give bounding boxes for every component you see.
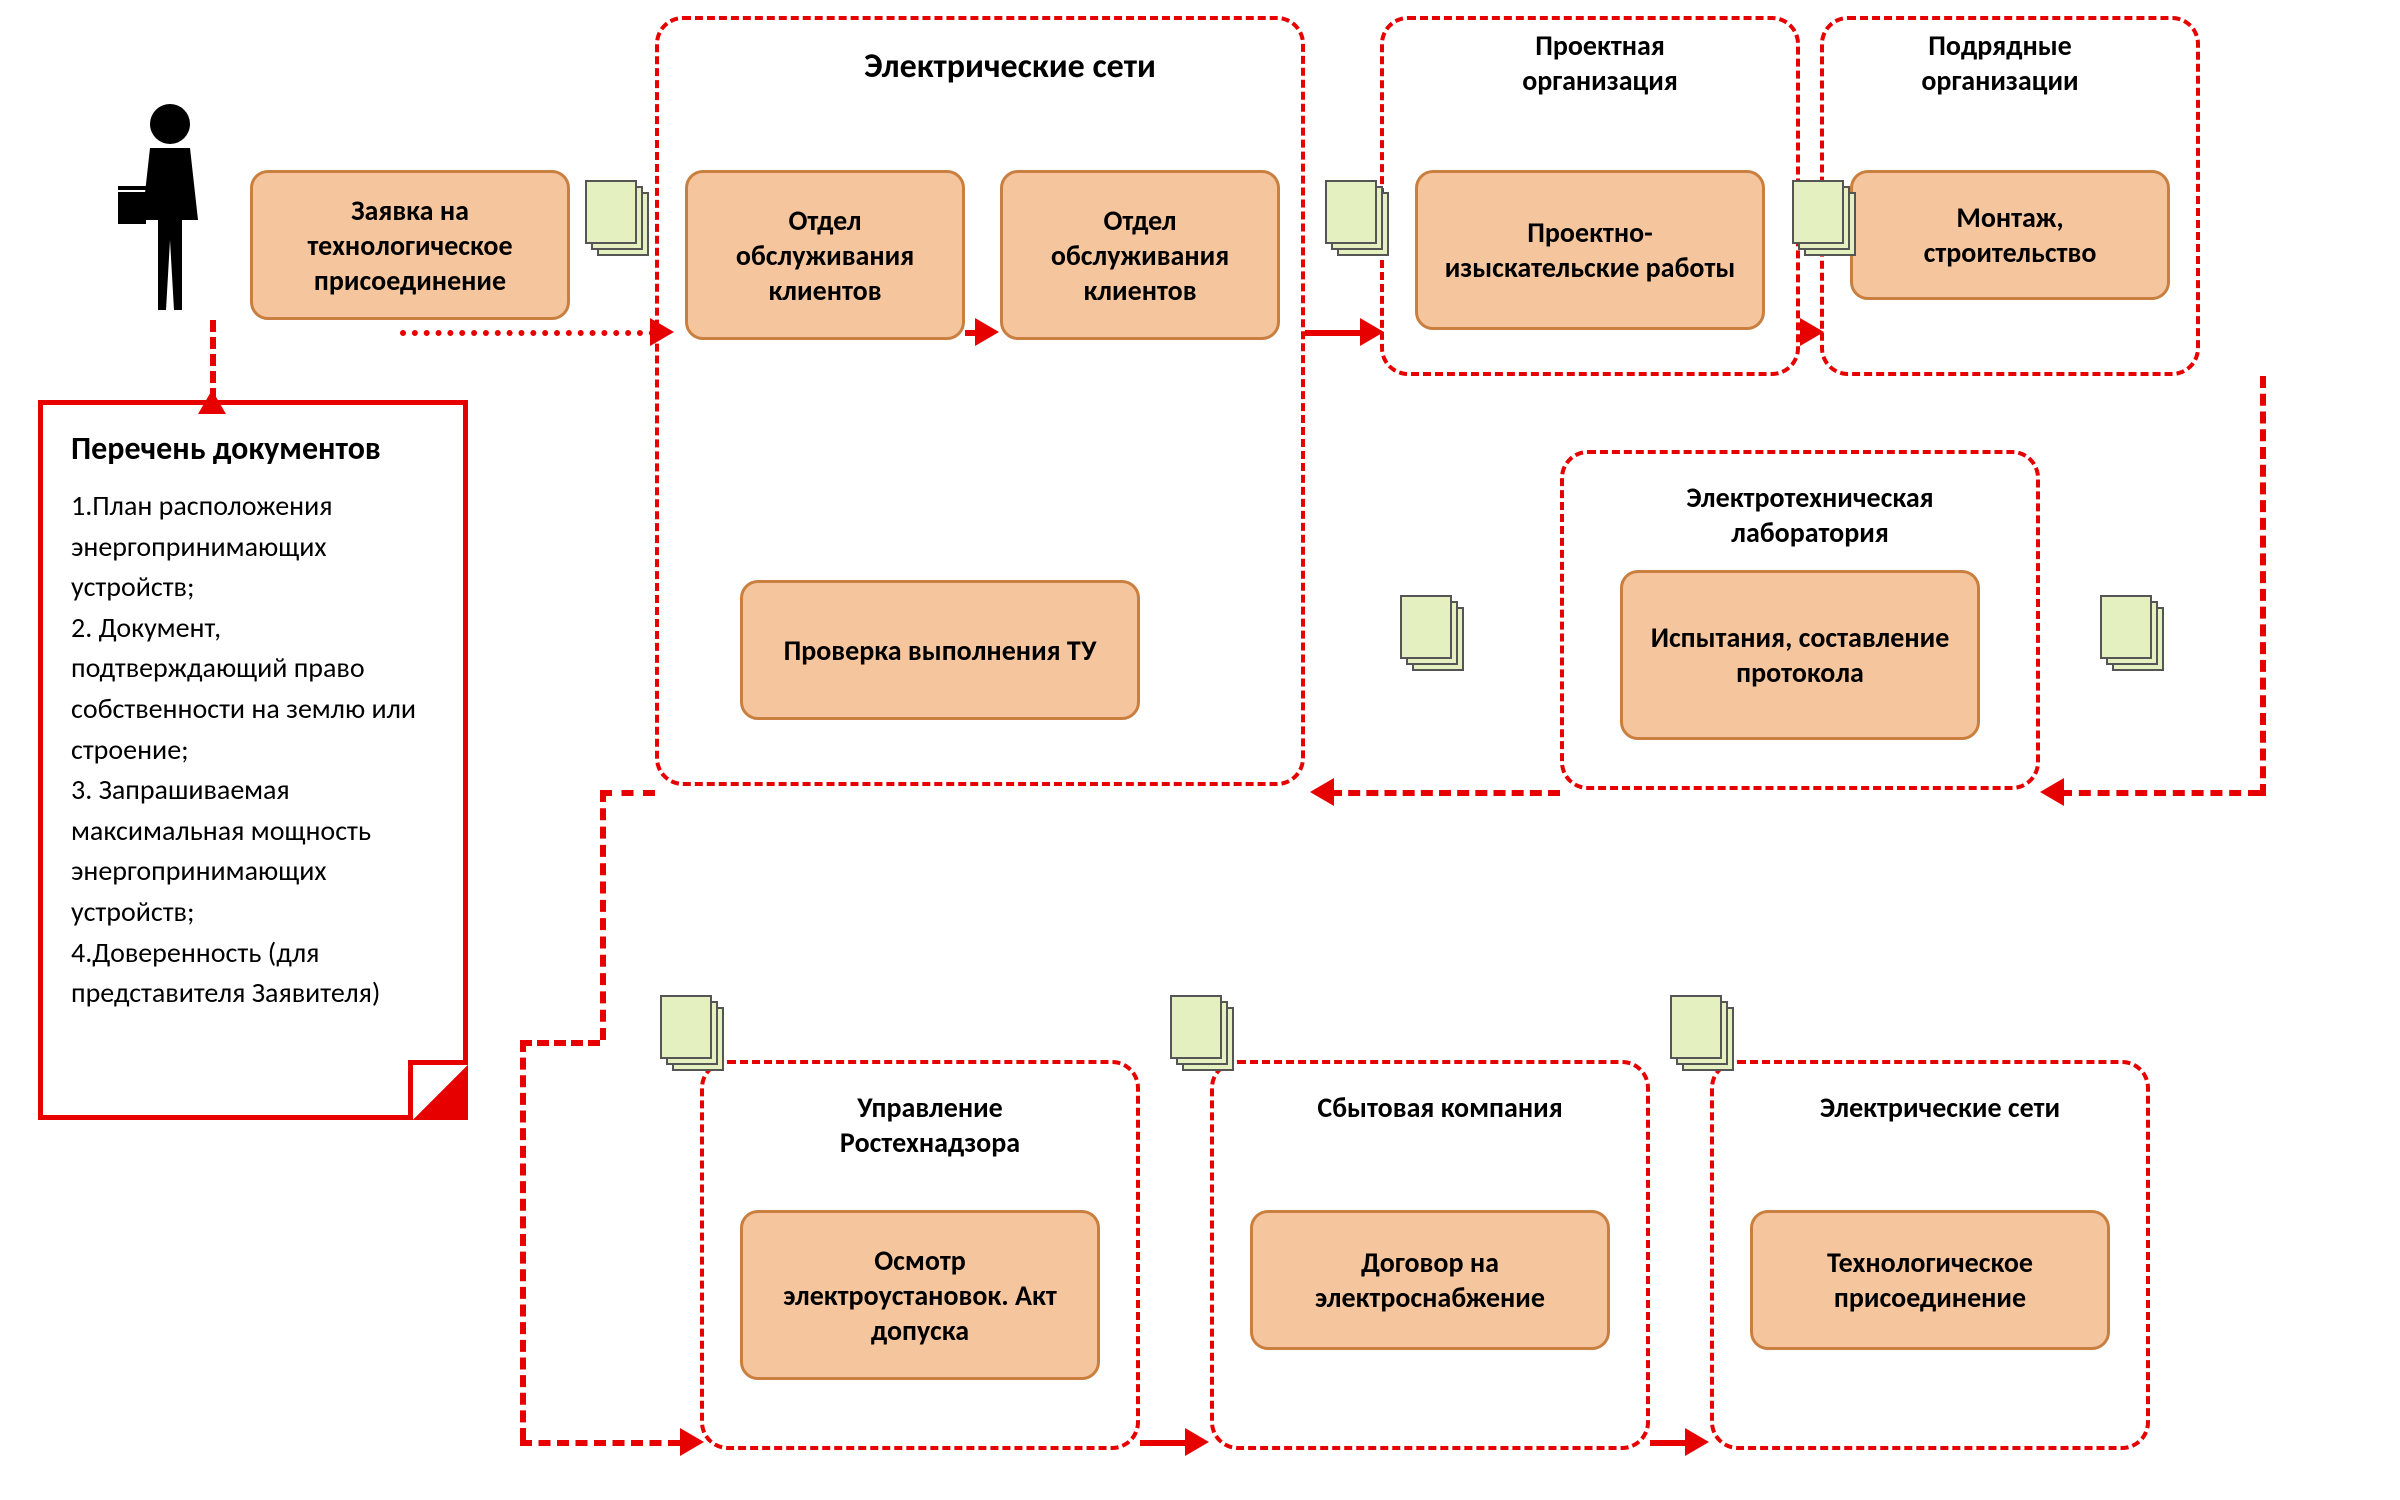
n-application: Заявка на технологическое присоединение (250, 170, 570, 320)
n-design: Проектно-изыскательские работы (1415, 170, 1765, 330)
documents-body: 1.План расположения энергопринимающих ус… (71, 486, 435, 1014)
n-connection: Технологическое присоединение (1750, 1210, 2110, 1350)
n-inspection: Осмотр электроустановок. Акт допуска (740, 1210, 1100, 1380)
document-stack-icon (660, 995, 726, 1073)
grp-contractors-title: Подрядные организации (1870, 28, 2130, 98)
flow-arrow (1185, 1428, 1209, 1456)
document-stack-icon (1792, 180, 1858, 258)
flow-arrow (600, 790, 655, 796)
document-stack-icon (1670, 995, 1736, 1073)
diagram-canvas: Перечень документов 1.План расположения … (0, 0, 2400, 1500)
n-dept1: Отдел обслуживания клиентов (685, 170, 965, 340)
n-dept2: Отдел обслуживания клиентов (1000, 170, 1280, 340)
flow-arrow (2040, 778, 2064, 806)
document-stack-icon (1400, 595, 1466, 673)
flow-arrow (1140, 1440, 1190, 1446)
flow-arrow (1360, 318, 1384, 346)
flow-arrow (1650, 1440, 1690, 1446)
document-stack-icon (585, 180, 651, 258)
document-stack-icon (1170, 995, 1236, 1073)
documents-panel: Перечень документов 1.План расположения … (38, 400, 468, 1120)
flow-arrow (2060, 790, 2260, 796)
flow-arrow (198, 390, 226, 414)
flow-arrow (1685, 1428, 1709, 1456)
grp-sales-title: Сбытовая компания (1310, 1090, 1570, 1125)
flow-arrow (2260, 376, 2266, 796)
flow-arrow (600, 790, 606, 1040)
flow-arrow (1800, 318, 1824, 346)
flow-arrow (520, 1040, 600, 1046)
documents-title: Перечень документов (71, 429, 435, 468)
n-testing: Испытания, составление протокола (1620, 570, 1980, 740)
grp-lab-title: Электротехническая лаборатория (1620, 480, 2000, 550)
flow-arrow (650, 318, 674, 346)
page-curl-icon (408, 1060, 468, 1120)
grp-networks-bottom-title: Электрические сети (1810, 1090, 2070, 1125)
grp-rostech-title: Управление Ростехнадзора (790, 1090, 1070, 1160)
grp-networks-top-title: Электрические сети (790, 46, 1230, 87)
applicant-icon (110, 100, 230, 325)
document-stack-icon (1325, 180, 1391, 258)
n-contract: Договор на электроснабжение (1250, 1210, 1610, 1350)
flow-arrow (1330, 790, 1560, 796)
flow-arrow (1310, 778, 1334, 806)
document-stack-icon (2100, 595, 2166, 673)
flow-arrow (520, 1440, 680, 1446)
flow-arrow (210, 320, 216, 400)
n-construction: Монтаж, строительство (1850, 170, 2170, 300)
grp-project-org-title: Проектная организация (1470, 28, 1730, 98)
flow-arrow (400, 330, 655, 336)
flow-arrow (680, 1428, 704, 1456)
n-check-tu: Проверка выполнения ТУ (740, 580, 1140, 720)
flow-arrow (1305, 330, 1365, 336)
flow-arrow (975, 318, 999, 346)
flow-arrow (520, 1040, 526, 1440)
